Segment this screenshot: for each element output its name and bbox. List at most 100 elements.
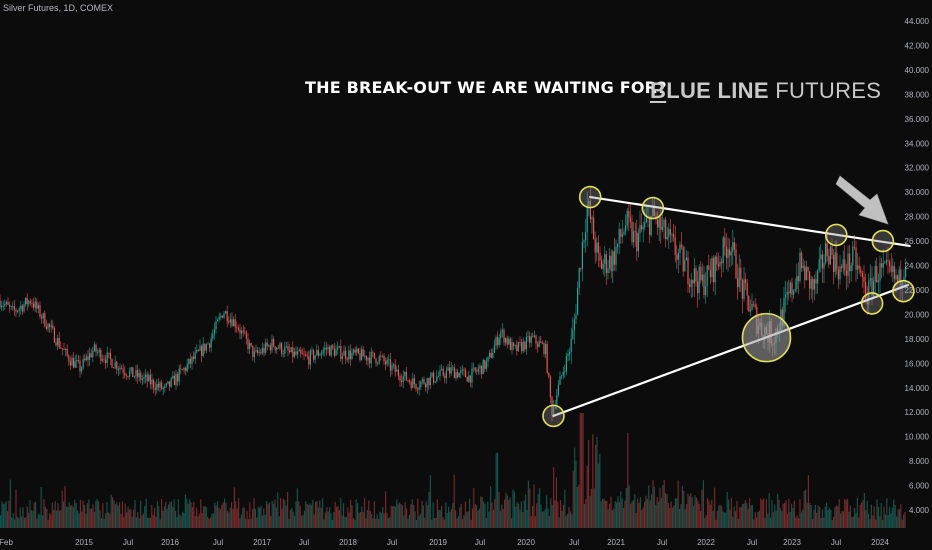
candle-body — [661, 226, 663, 230]
volume-bar — [809, 503, 811, 528]
volume-bar — [707, 498, 709, 528]
candle-body — [713, 258, 715, 283]
volume-bar — [603, 498, 605, 528]
volume-bar — [532, 506, 534, 528]
candle-body — [601, 260, 603, 269]
candle-body — [573, 319, 575, 331]
volume-bar — [777, 493, 779, 528]
volume-bar — [534, 516, 536, 528]
volume-bar — [16, 516, 18, 528]
candle-body — [541, 342, 543, 344]
y-tick-label: 14.000 — [905, 384, 930, 393]
volume-bar — [268, 502, 270, 528]
volume-bar — [224, 498, 226, 528]
volume-bar — [420, 513, 422, 528]
volume-bar — [884, 514, 886, 528]
candle-body — [476, 370, 478, 372]
candle-body — [205, 344, 207, 351]
candle-body — [530, 336, 532, 343]
volume-bar — [0, 515, 2, 528]
candle-body — [321, 352, 323, 355]
volume-bar — [14, 519, 16, 528]
volume-bar — [324, 512, 326, 528]
candle-body — [15, 309, 17, 312]
candle-body — [671, 234, 673, 236]
volume-bar — [121, 501, 123, 528]
volume-bar — [880, 503, 882, 528]
candle-body — [653, 205, 655, 217]
candle-body — [812, 278, 814, 290]
volume-bar — [450, 508, 452, 528]
candle-body — [90, 353, 92, 357]
candle-body — [501, 329, 503, 332]
volume-bar — [680, 504, 682, 528]
candle-body — [274, 346, 276, 350]
y-tick-label: 30.000 — [905, 188, 930, 197]
candle-body — [631, 222, 633, 243]
volume-bar — [572, 470, 574, 528]
volume-bar — [281, 508, 283, 528]
volume-bar — [684, 509, 686, 528]
volume-bar — [291, 508, 293, 528]
volume-bar — [530, 516, 532, 528]
volume-bar — [863, 493, 865, 528]
volume-bar — [788, 498, 790, 528]
volume-bar — [548, 515, 550, 528]
candle-body — [44, 313, 46, 327]
candle-body — [345, 350, 347, 359]
candle-body — [570, 338, 572, 353]
candle-body — [410, 382, 412, 388]
volume-bar — [810, 505, 812, 528]
volume-bar — [124, 503, 126, 528]
volume-bar — [15, 489, 17, 528]
volume-bar — [427, 505, 429, 528]
candle-body — [706, 265, 708, 287]
x-tick-label: 2021 — [607, 538, 625, 547]
candle-body — [641, 225, 643, 230]
volume-bar — [239, 518, 241, 528]
volume-bar — [400, 504, 402, 528]
volume-bar — [347, 507, 349, 528]
volume-bar — [229, 507, 231, 528]
volume-bar — [331, 519, 333, 528]
volume-bar — [460, 503, 462, 528]
candle-body — [823, 263, 825, 269]
candle-body — [309, 350, 311, 365]
volume-bar — [891, 507, 893, 528]
volume-bar — [826, 502, 828, 528]
volume-bar — [379, 511, 381, 528]
volume-bar — [390, 505, 392, 528]
candlesticks — [0, 186, 907, 422]
candle-body — [300, 349, 302, 354]
volume-bar — [163, 506, 165, 528]
volume-bar — [736, 501, 738, 528]
volume-bar — [49, 513, 51, 528]
candle-body — [490, 352, 492, 358]
volume-bar — [275, 507, 277, 528]
volume-bar — [151, 505, 153, 528]
volume-bar — [729, 509, 731, 528]
volume-bar — [730, 498, 732, 528]
volume-bar — [778, 499, 780, 528]
volume-bar — [484, 503, 486, 528]
candle-body — [297, 351, 299, 355]
candle-body — [673, 234, 675, 238]
x-tick-label: 2024 — [871, 538, 889, 547]
volume-bar — [23, 517, 25, 528]
candle-body — [220, 315, 222, 317]
volume-bar — [98, 501, 100, 528]
volume-bar — [505, 492, 507, 528]
candle-body — [657, 219, 659, 228]
candle-body — [122, 369, 124, 373]
volume-bar — [362, 512, 364, 528]
volume-bar — [520, 501, 522, 528]
candle-body — [276, 347, 278, 350]
candle-body — [788, 291, 790, 294]
volume-bar — [70, 505, 72, 528]
y-tick-label: 20.000 — [905, 310, 930, 319]
volume-bar — [250, 518, 252, 528]
candle-body — [426, 378, 428, 388]
volume-bar — [260, 505, 262, 528]
candle-body — [324, 347, 326, 351]
